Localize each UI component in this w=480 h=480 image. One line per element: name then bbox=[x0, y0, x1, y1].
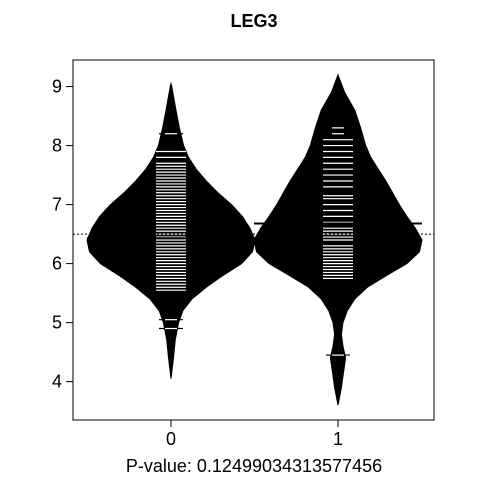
y-tick-label: 9 bbox=[52, 77, 62, 97]
y-tick-label: 8 bbox=[52, 136, 62, 156]
y-tick-label: 7 bbox=[52, 195, 62, 215]
chart-title: LEG3 bbox=[230, 11, 277, 31]
y-tick-label: 5 bbox=[52, 313, 62, 333]
beans-layer bbox=[73, 73, 434, 406]
x-tick-label: 0 bbox=[166, 429, 176, 449]
x-axis-label: P-value: 0.12499034313577456 bbox=[126, 456, 382, 476]
x-tick-label: 1 bbox=[333, 429, 343, 449]
plot-frame bbox=[72, 59, 435, 421]
y-tick-label: 4 bbox=[52, 372, 62, 392]
y-tick-label: 6 bbox=[52, 254, 62, 274]
y-axis: 4 5 6 7 8 9 bbox=[52, 77, 73, 392]
